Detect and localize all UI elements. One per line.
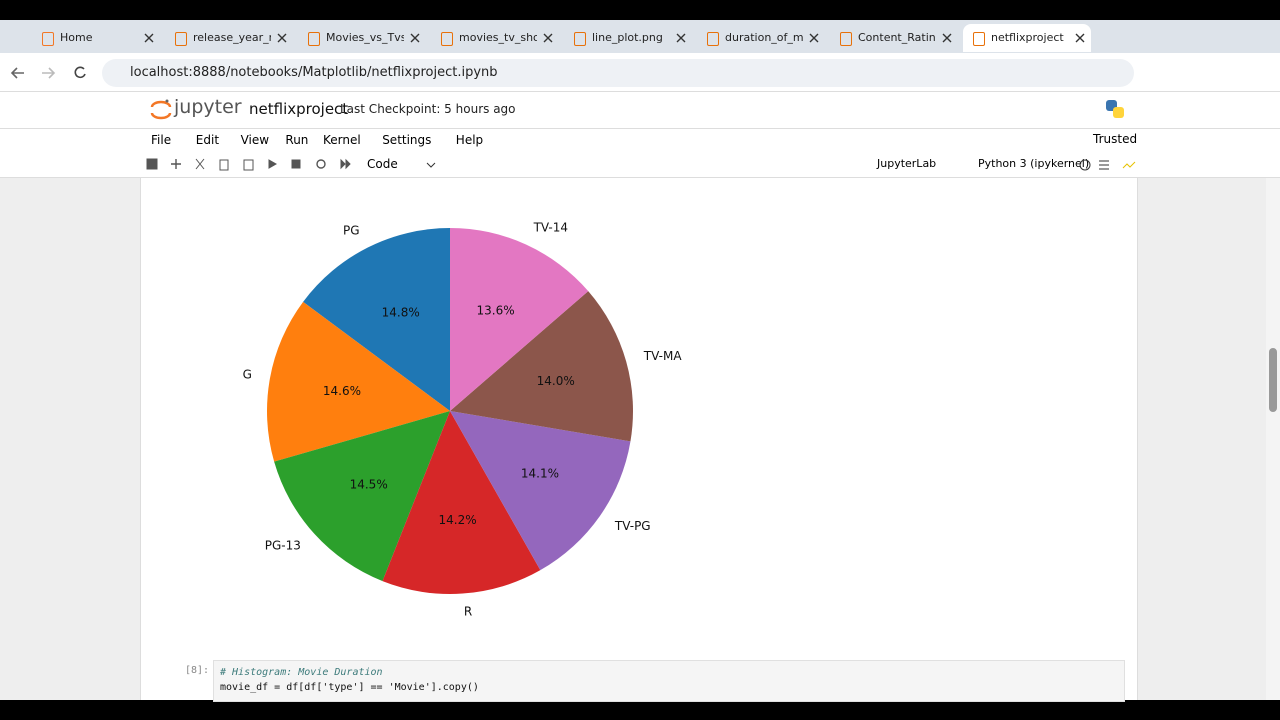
tab-icon xyxy=(42,32,54,46)
category-label: TV-PG xyxy=(614,519,651,533)
jupyter-logo-icon xyxy=(150,99,172,120)
pie-wedge xyxy=(450,291,633,442)
code-lines: # Histogram: Movie Duration movie_df = df… xyxy=(214,661,1124,699)
tab-title: netflixproject xyxy=(991,31,1064,44)
tab-close[interactable] xyxy=(676,33,686,43)
close-glyph xyxy=(410,33,420,43)
category-label: TV-14 xyxy=(533,220,568,234)
dropdown-arrow[interactable] xyxy=(426,162,436,170)
close-glyph xyxy=(543,33,553,43)
pie-wedge xyxy=(267,301,450,462)
kernel-name[interactable]: Python 3 (ipykernel) xyxy=(978,157,1090,170)
tab-close[interactable] xyxy=(809,33,819,43)
tab-title: duration_of_mov xyxy=(725,31,803,44)
close-glyph xyxy=(942,33,952,43)
menu-item[interactable]: Edit xyxy=(195,133,220,147)
pie-wedge xyxy=(450,411,631,571)
pct-label: 14.6% xyxy=(323,384,361,398)
pie-wedge xyxy=(450,228,589,411)
category-label: TV-MA xyxy=(643,349,683,363)
tab-title: Home xyxy=(60,31,93,44)
checkpoint: Last Checkpoint: 5 hours ago xyxy=(340,102,516,116)
url-text: localhost:8888/notebooks/Matplotlib/netf… xyxy=(130,65,498,80)
tab-strip: Home release_year_mo Movies_vs_Tvsho movies… xyxy=(0,20,1280,53)
menu-item[interactable]: Kernel xyxy=(323,133,361,147)
tab[interactable]: duration_of_mov xyxy=(697,24,825,52)
menu-item[interactable]: File xyxy=(151,133,172,147)
tab-close[interactable] xyxy=(410,33,420,43)
menu-bar: Trusted File Edit View Run Kernel Settings Hel… xyxy=(0,128,1280,154)
category-label: PG-13 xyxy=(265,539,301,553)
address-bar-area: localhost:8888/notebooks/Matplotlib/netf… xyxy=(0,53,1280,92)
scroll-thumb[interactable] xyxy=(1269,348,1277,412)
cell-prompt: [8]: xyxy=(185,665,210,676)
category-label: PG xyxy=(343,224,360,238)
tab[interactable]: line_plot.png xyxy=(564,24,692,52)
close-glyph xyxy=(676,33,686,43)
tab-icon xyxy=(441,32,453,46)
trusted[interactable]: Trusted xyxy=(1093,132,1138,146)
tab-title: release_year_mo xyxy=(193,31,271,44)
tab-icon xyxy=(175,32,187,46)
pie-wedge xyxy=(274,411,450,582)
url-field[interactable]: localhost:8888/notebooks/Matplotlib/netf… xyxy=(102,59,1134,87)
tab-close[interactable] xyxy=(1075,33,1085,43)
pct-label: 14.1% xyxy=(521,466,559,480)
tab[interactable]: netflixproject xyxy=(963,24,1091,52)
close-glyph xyxy=(277,33,287,43)
nav-icons[interactable] xyxy=(10,63,90,83)
category-label: G xyxy=(243,368,252,382)
cell-type-select[interactable]: Code xyxy=(367,157,398,171)
pct-label: 14.2% xyxy=(439,513,477,527)
jupyter-logo: jupyter xyxy=(174,96,242,118)
category-label: R xyxy=(464,604,472,618)
pie-wedge xyxy=(303,228,450,411)
tab-icon xyxy=(973,32,985,46)
pct-label: 14.8% xyxy=(382,305,420,319)
tab-close[interactable] xyxy=(942,33,952,43)
jupyterlab-link[interactable]: JupyterLab xyxy=(877,157,937,170)
tab-icon xyxy=(707,32,719,46)
menu-item[interactable]: Settings xyxy=(382,133,432,147)
pct-label: 14.5% xyxy=(350,477,388,491)
tab[interactable]: Content_Rating_ xyxy=(830,24,958,52)
tab-icon xyxy=(574,32,586,46)
tab-title: line_plot.png xyxy=(592,31,663,44)
menu-item[interactable]: Run xyxy=(285,133,309,147)
tab[interactable]: release_year_mo xyxy=(165,24,293,52)
toolbar-icons[interactable] xyxy=(145,157,355,173)
code-line: movie_df = df[df['type'] == 'Movie'].cop… xyxy=(220,682,479,693)
tab-icon xyxy=(840,32,852,46)
tab-close[interactable] xyxy=(543,33,553,43)
pct-label: 13.6% xyxy=(477,304,515,318)
tab-close[interactable] xyxy=(144,33,154,43)
python-logo xyxy=(1106,100,1124,118)
pie-chart: 14.8% PG 14.6% G 14.5% PG-13 14.2% R 14.1% TV-PG 1… xyxy=(243,220,683,618)
pie-wedge xyxy=(382,411,541,594)
cell-output: 14.8% PG 14.6% G 14.5% PG-13 14.2% R 14.1% TV-PG 1… xyxy=(140,178,1138,702)
tab-title: Content_Rating_ xyxy=(858,31,936,44)
code-input[interactable]: # Histogram: Movie Duration movie_df = df… xyxy=(213,660,1125,702)
menu-item[interactable]: Help xyxy=(455,133,484,147)
jupyter-header: jupyter netflixproject Last Checkpoint: … xyxy=(0,92,1280,128)
tab-title: movies_tv_show xyxy=(459,31,537,44)
close-glyph xyxy=(809,33,819,43)
tab-icon xyxy=(308,32,320,46)
kernel-icons xyxy=(1079,159,1136,171)
code-line: # Histogram: Movie Duration xyxy=(220,667,383,678)
tab[interactable]: Home xyxy=(32,24,160,52)
notebook-area: 14.8% PG 14.6% G 14.5% PG-13 14.2% R 14.1% TV-PG 1… xyxy=(0,178,1266,702)
close-glyph xyxy=(1075,33,1085,43)
menu-item[interactable]: View xyxy=(240,133,270,147)
tab[interactable]: Movies_vs_Tvsho xyxy=(298,24,426,52)
tab[interactable]: movies_tv_show xyxy=(431,24,559,52)
scrollbar[interactable] xyxy=(1266,178,1280,700)
toolbar: Code JupyterLab Python 3 (ipykernel) xyxy=(0,153,1280,178)
notebook-name[interactable]: netflixproject xyxy=(249,100,349,118)
tab-title: Movies_vs_Tvsho xyxy=(326,31,404,44)
tab-close[interactable] xyxy=(277,33,287,43)
pct-label: 14.0% xyxy=(537,374,575,388)
close-glyph xyxy=(144,33,154,43)
